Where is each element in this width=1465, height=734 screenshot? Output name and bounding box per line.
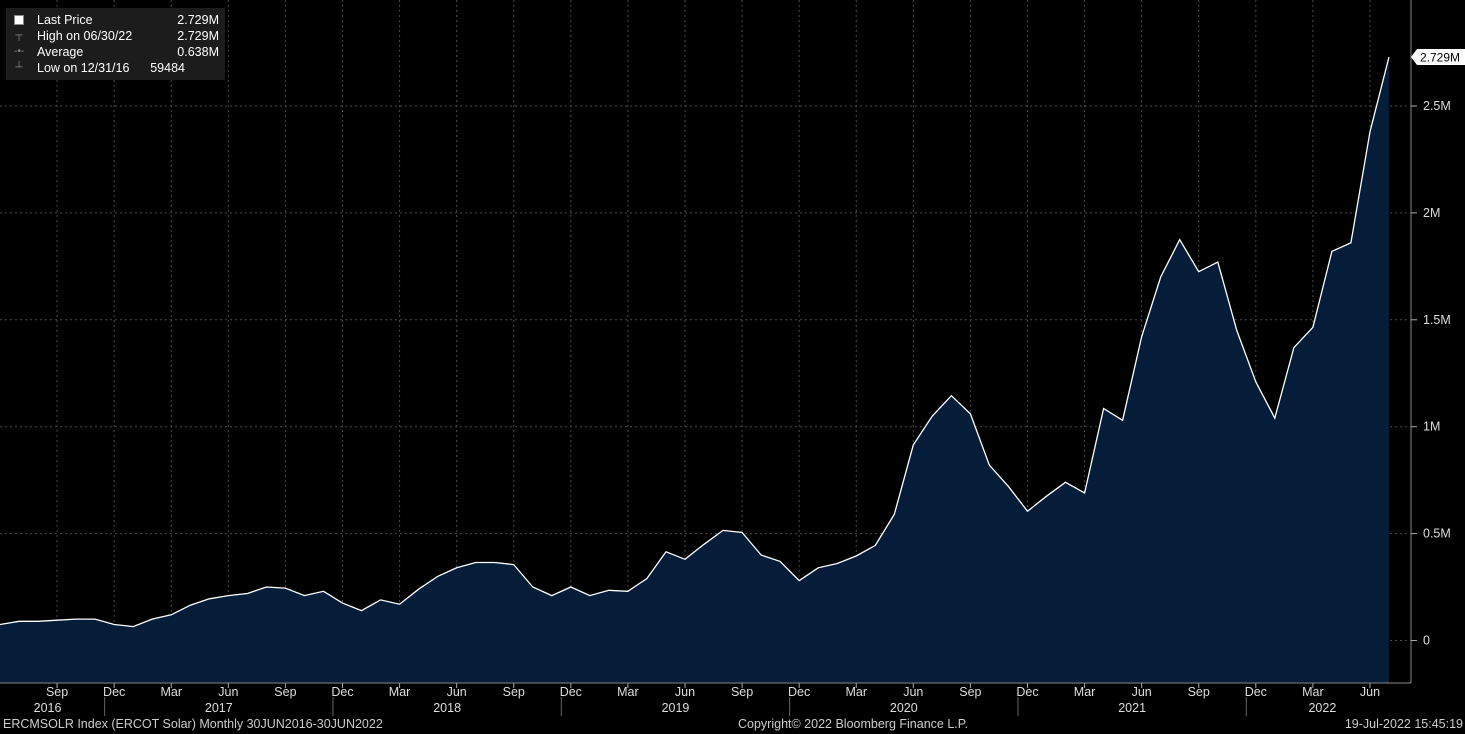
- x-tick-label: Sep: [274, 685, 296, 699]
- legend-row-last: Last Price 2.729M: [14, 12, 219, 28]
- x-tick-label: Sep: [503, 685, 525, 699]
- legend-low-value: 59484: [150, 61, 185, 75]
- footer-copyright: Copyright© 2022 Bloomberg Finance L.P.: [738, 717, 968, 731]
- legend-last-label: Last Price: [37, 13, 93, 27]
- high-marker-icon: ┬: [15, 30, 23, 41]
- year-label: 2019: [662, 701, 690, 715]
- average-marker-icon: -•-: [14, 46, 25, 57]
- x-tick-label: Dec: [103, 685, 125, 699]
- legend-average-label: Average: [37, 45, 84, 59]
- x-tick-label: Sep: [731, 685, 753, 699]
- legend-row-high: ┬ High on 06/30/22 2.729M: [14, 28, 219, 44]
- last-price-tag-text: 2.729M: [1420, 51, 1460, 65]
- x-tick-label: Mar: [160, 685, 182, 699]
- y-tick-label: 0: [1423, 634, 1430, 648]
- last-price-tag: 2.729M: [1411, 49, 1465, 66]
- y-tick-label: 1M: [1423, 420, 1440, 434]
- year-label: 2022: [1308, 701, 1336, 715]
- legend-low-label: Low on 12/31/16: [37, 61, 130, 75]
- y-tick-label: 2.5M: [1423, 99, 1451, 113]
- y-tick-label: 1.5M: [1423, 313, 1451, 327]
- year-label: 2016: [34, 701, 62, 715]
- year-label: 2021: [1118, 701, 1146, 715]
- x-tick-label: Mar: [617, 685, 639, 699]
- x-tick-label: Jun: [903, 685, 923, 699]
- legend-row-low: ┴ Low on 12/31/16 59484: [14, 60, 219, 76]
- year-label: 2018: [433, 701, 461, 715]
- x-tick-label: Jun: [218, 685, 238, 699]
- x-tick-label: Mar: [1302, 685, 1324, 699]
- y-tick-label: 2M: [1423, 206, 1440, 220]
- x-tick-label: Jun: [1132, 685, 1152, 699]
- series-area: [0, 57, 1389, 683]
- last-price-swatch-icon: [14, 12, 24, 28]
- x-tick-label: Mar: [845, 685, 867, 699]
- x-tick-label: Sep: [959, 685, 981, 699]
- y-tick-label: 0.5M: [1423, 527, 1451, 541]
- x-tick-label: Dec: [1016, 685, 1038, 699]
- legend-average-value: 0.638M: [177, 45, 219, 59]
- x-tick-label: Sep: [46, 685, 68, 699]
- x-tick-label: Mar: [389, 685, 411, 699]
- footer-timestamp: 19-Jul-2022 15:45:19: [1344, 717, 1463, 731]
- x-tick-label: Jun: [447, 685, 467, 699]
- x-tick-label: Dec: [331, 685, 353, 699]
- x-tick-label: Jun: [675, 685, 695, 699]
- x-axis: Sep Dec Mar Jun Sep Dec Mar Jun Sep Dec Mar Jun Sep D…: [0, 682, 1411, 716]
- x-tick-label: Dec: [1245, 685, 1267, 699]
- x-tick-label: Dec: [788, 685, 810, 699]
- year-label: 2017: [205, 701, 233, 715]
- legend-last-value: 2.729M: [177, 13, 219, 27]
- x-tick-label: Dec: [560, 685, 582, 699]
- legend: Last Price 2.729M ┬ High on 06/30/22 2.7…: [6, 8, 225, 80]
- x-tick-label: Jun: [1360, 685, 1380, 699]
- legend-high-value: 2.729M: [177, 29, 219, 43]
- x-tick-label: Sep: [1188, 685, 1210, 699]
- x-tick-label: Mar: [1074, 685, 1096, 699]
- series-line: [0, 56, 1390, 628]
- low-marker-icon: ┴: [15, 62, 23, 73]
- y-axis: 0 0.5M 1M 1.5M 2M 2.5M: [1410, 0, 1451, 683]
- legend-row-average: -•- Average 0.638M: [14, 44, 219, 60]
- year-label: 2020: [890, 701, 918, 715]
- last-price-tag-box: [1411, 49, 1465, 66]
- footer-ticker: ERCMSOLR Index (ERCOT Solar) Monthly 30J…: [3, 717, 383, 731]
- legend-high-label: High on 06/30/22: [37, 29, 133, 43]
